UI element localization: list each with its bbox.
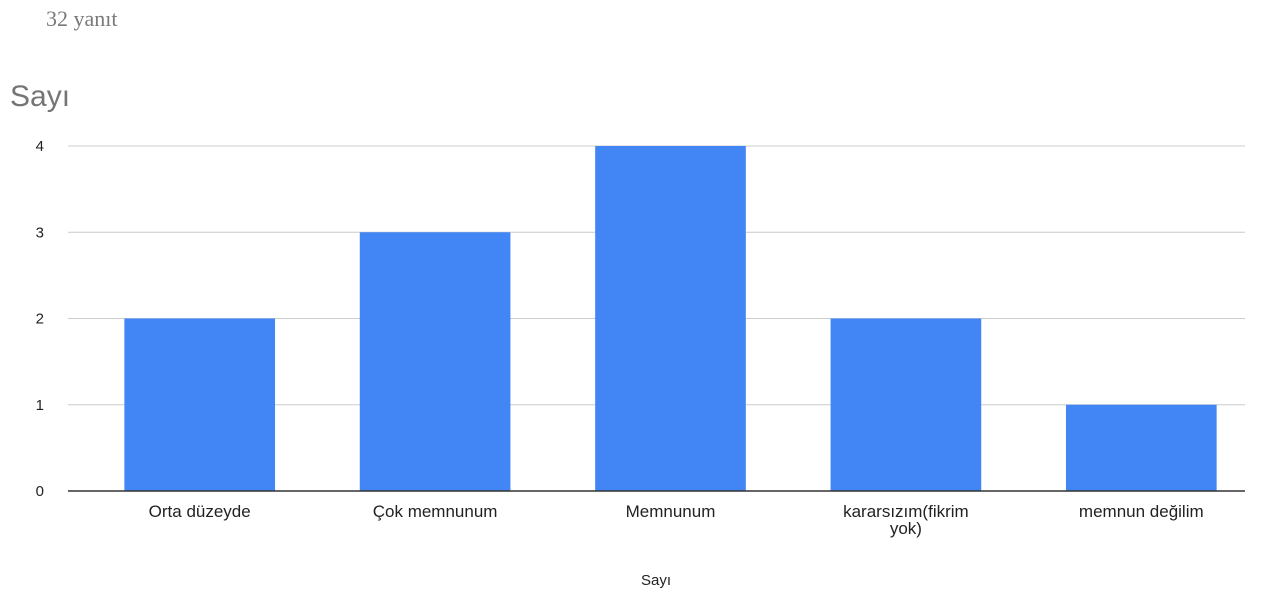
x-category-label: Memnunum — [626, 502, 716, 521]
y-tick-label: 1 — [36, 397, 44, 414]
y-tick-label: 4 — [36, 138, 44, 155]
bar — [1065, 404, 1217, 491]
y-tick-label: 3 — [36, 224, 44, 241]
chart-title: Sayı — [10, 80, 71, 113]
x-axis-title: Sayı — [641, 572, 671, 589]
y-tick-label: 2 — [36, 311, 44, 328]
bar — [595, 146, 746, 491]
x-category-label: memnun değilim — [1079, 502, 1204, 521]
bar — [359, 232, 511, 491]
bars — [124, 146, 1217, 491]
bar — [124, 318, 276, 491]
y-tick-label: 0 — [36, 483, 44, 500]
labels: 0 1 2 3 4 Orta düzeyde Çok memnunum Memnunum kar… — [36, 138, 1204, 538]
x-category-label: kararsızım(fikrim yok) — [843, 502, 969, 538]
bar — [830, 318, 982, 491]
x-category-label: Çok memnunum — [373, 502, 498, 521]
response-count: 32 yanıt — [46, 6, 118, 31]
x-category-label: Orta düzeyde — [149, 502, 251, 521]
